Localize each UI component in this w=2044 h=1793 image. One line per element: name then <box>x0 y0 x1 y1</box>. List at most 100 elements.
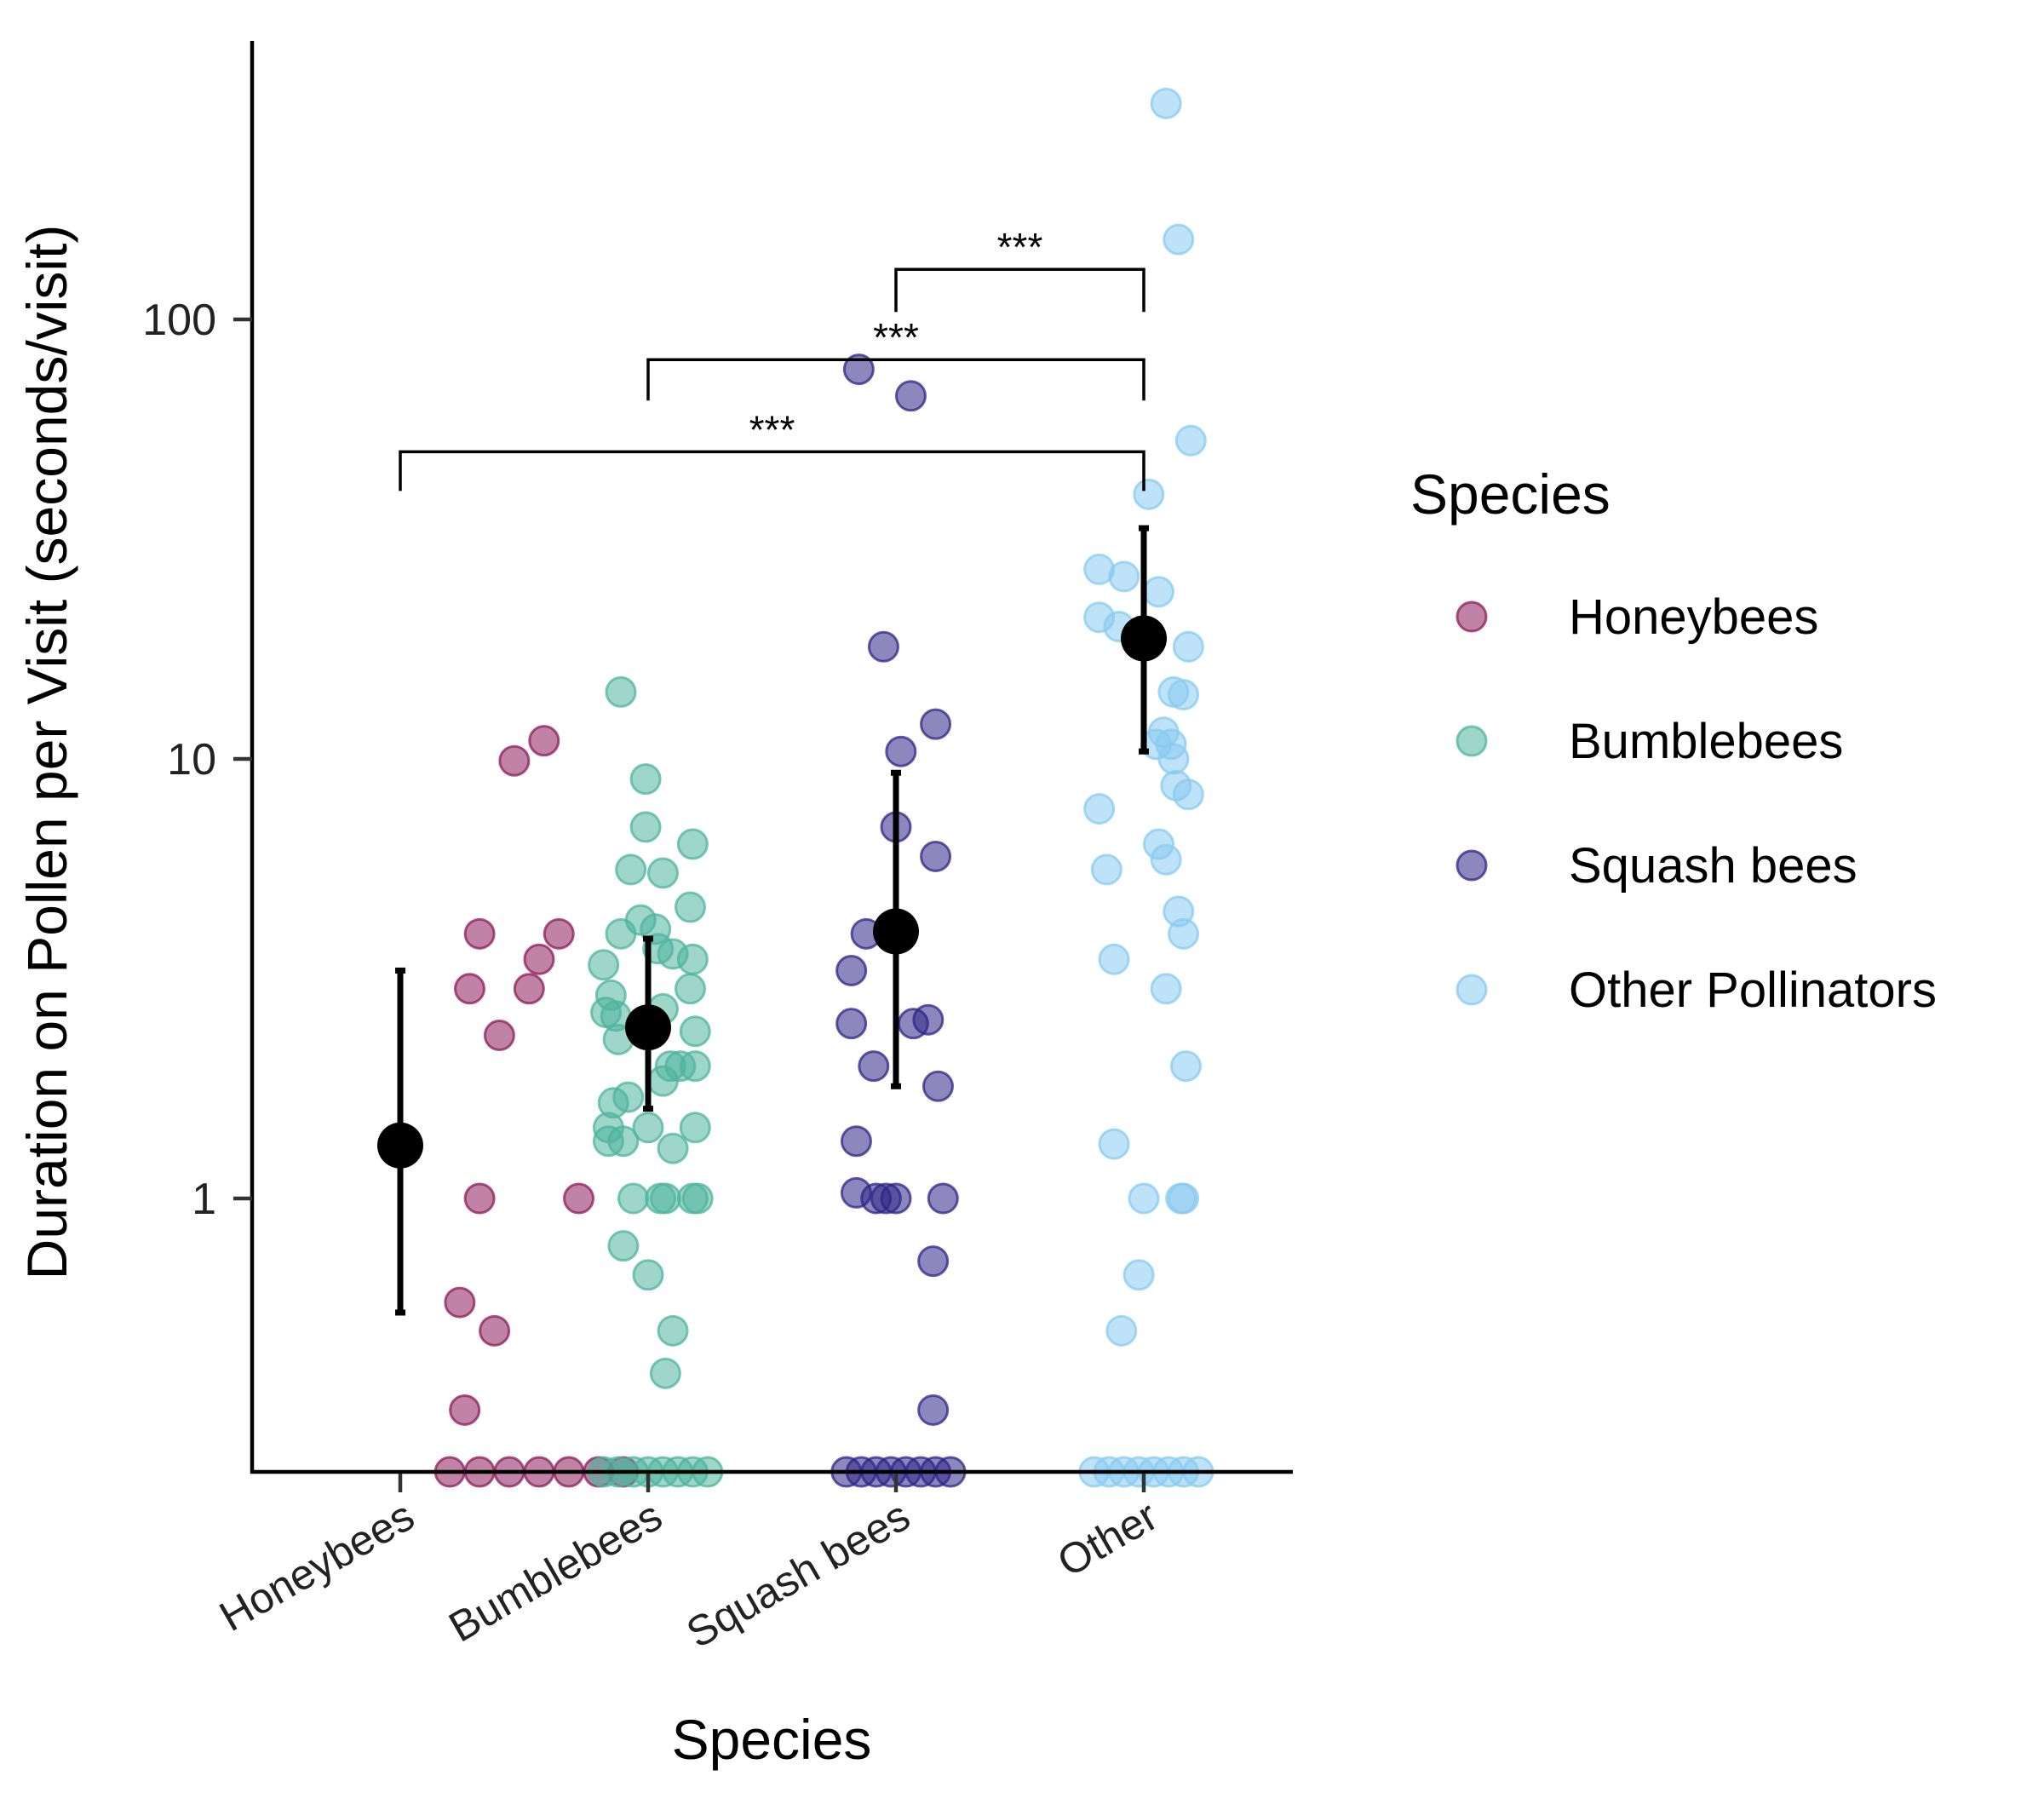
data-point-other-pollinators <box>1168 1182 1200 1215</box>
legend-key-other-pollinators <box>1455 974 1488 1006</box>
x-tick-label: Other <box>1049 1491 1165 1586</box>
data-point-bumblebees <box>632 1112 664 1144</box>
mean-point-bumblebees <box>625 1004 671 1051</box>
data-point-honeybees <box>563 1182 595 1215</box>
data-point-other-pollinators <box>1098 943 1130 975</box>
data-point-bumblebees <box>679 1050 711 1083</box>
legend-key-bumblebees <box>1455 725 1488 757</box>
data-point-honeybees <box>543 917 575 950</box>
data-point-other-pollinators <box>1105 1314 1138 1347</box>
y-tick-label: 10 <box>167 735 216 784</box>
legend: Species Honeybees Bumblebees Squash bees Ot… <box>1410 463 1937 1018</box>
significance-label: *** <box>873 315 919 359</box>
data-point-bumblebees <box>629 763 662 796</box>
data-point-honeybees <box>479 1314 511 1347</box>
x-tick-label: Honeybees <box>211 1491 422 1641</box>
data-point-bumblebees <box>674 891 706 923</box>
x-axis-title: Species <box>672 1708 872 1771</box>
data-point-honeybees <box>513 973 545 1005</box>
legend-title: Species <box>1410 463 1611 526</box>
data-point-other-pollinators <box>1174 424 1207 457</box>
data-point-squash-bees <box>885 735 917 767</box>
significance-bracket <box>894 267 1145 313</box>
legend-label-squash-bees: Squash bees <box>1569 838 1857 894</box>
data-point-honeybees <box>453 973 485 1005</box>
data-point-squash-bees <box>835 1008 868 1040</box>
summary-layer <box>377 525 1167 1316</box>
data-point-other-pollinators <box>1168 679 1200 711</box>
data-point-other-pollinators <box>1122 1259 1155 1291</box>
ticks-layer: 1 10 100 Honeybees Bumblebees Squash bees Othe… <box>142 296 1165 1657</box>
data-point-squash-bees <box>922 1070 954 1102</box>
data-point-bumblebees <box>629 811 662 843</box>
data-point-other-pollinators <box>1172 779 1204 811</box>
data-point-bumblebees <box>679 1112 711 1144</box>
data-point-squash-bees <box>880 1182 912 1215</box>
legend-label-other-pollinators: Other Pollinators <box>1569 963 1937 1018</box>
legend-label-bumblebees: Bumblebees <box>1569 714 1843 769</box>
data-point-other-pollinators <box>1142 576 1174 608</box>
data-point-bumblebees <box>617 1182 650 1215</box>
y-tick-label: 1 <box>192 1175 216 1224</box>
data-point-bumblebees <box>681 1182 714 1215</box>
legend-key-squash-bees <box>1455 849 1488 882</box>
data-point-bumblebees <box>607 1125 640 1158</box>
data-point-other-pollinators <box>1150 973 1182 1005</box>
data-point-bumblebees <box>679 1015 711 1048</box>
data-point-other-pollinators <box>1083 793 1116 825</box>
data-point-honeybees <box>463 1182 496 1215</box>
data-point-bumblebees <box>649 1357 681 1389</box>
significance-label: *** <box>749 407 795 451</box>
data-point-other-pollinators <box>1168 917 1200 950</box>
data-point-squash-bees <box>917 1245 950 1278</box>
data-point-other-pollinators <box>1133 478 1165 510</box>
data-point-honeybees <box>523 943 555 975</box>
data-point-squash-bees <box>842 353 875 386</box>
data-point-squash-bees <box>927 1182 959 1215</box>
mean-point-other-pollinators <box>1121 615 1167 662</box>
data-point-honeybees <box>444 1286 476 1319</box>
axes-layer <box>250 41 1293 1474</box>
legend-label-honeybees: Honeybees <box>1569 589 1818 645</box>
data-point-other-pollinators <box>1128 1182 1160 1215</box>
data-point-bumblebees <box>676 943 709 975</box>
data-point-squash-bees <box>894 380 927 412</box>
data-point-squash-bees <box>867 630 899 663</box>
x-tick-label: Squash bees <box>679 1491 918 1657</box>
data-point-bumblebees <box>657 1314 689 1347</box>
data-point-bumblebees <box>607 1230 640 1262</box>
data-point-honeybees <box>449 1394 481 1426</box>
data-point-bumblebees <box>646 1065 679 1097</box>
data-point-other-pollinators <box>1098 1128 1130 1160</box>
data-point-honeybees <box>483 1020 515 1052</box>
significance-layer: *** *** *** <box>399 225 1145 491</box>
data-point-squash-bees <box>920 708 952 740</box>
y-tick-label: 100 <box>142 296 216 345</box>
significance-label: *** <box>997 225 1043 269</box>
data-point-bumblebees <box>676 828 709 860</box>
data-point-honeybees <box>463 917 496 950</box>
data-point-other-pollinators <box>1163 223 1195 256</box>
data-point-bumblebees <box>646 857 679 889</box>
x-tick-label: Bumblebees <box>441 1491 670 1651</box>
data-point-other-pollinators <box>1090 853 1122 886</box>
data-point-squash-bees <box>912 1003 944 1036</box>
data-point-honeybees <box>498 744 531 777</box>
significance-bracket <box>399 450 1145 491</box>
data-point-bumblebees <box>632 1259 664 1291</box>
significance-bracket <box>646 358 1145 401</box>
legend-items: Honeybees Bumblebees Squash bees Other Poll… <box>1455 589 1937 1018</box>
data-point-other-pollinators <box>1157 743 1190 775</box>
data-point-squash-bees <box>917 1394 950 1426</box>
data-point-bumblebees <box>657 1132 689 1164</box>
data-point-bumblebees <box>649 1182 681 1215</box>
data-point-bumblebees <box>612 1081 645 1113</box>
data-point-squash-bees <box>858 1050 890 1083</box>
data-point-bumblebees <box>615 853 647 886</box>
legend-key-honeybees <box>1455 601 1488 633</box>
data-point-honeybees <box>528 725 560 757</box>
data-point-squash-bees <box>835 954 868 986</box>
data-point-squash-bees <box>920 840 952 872</box>
